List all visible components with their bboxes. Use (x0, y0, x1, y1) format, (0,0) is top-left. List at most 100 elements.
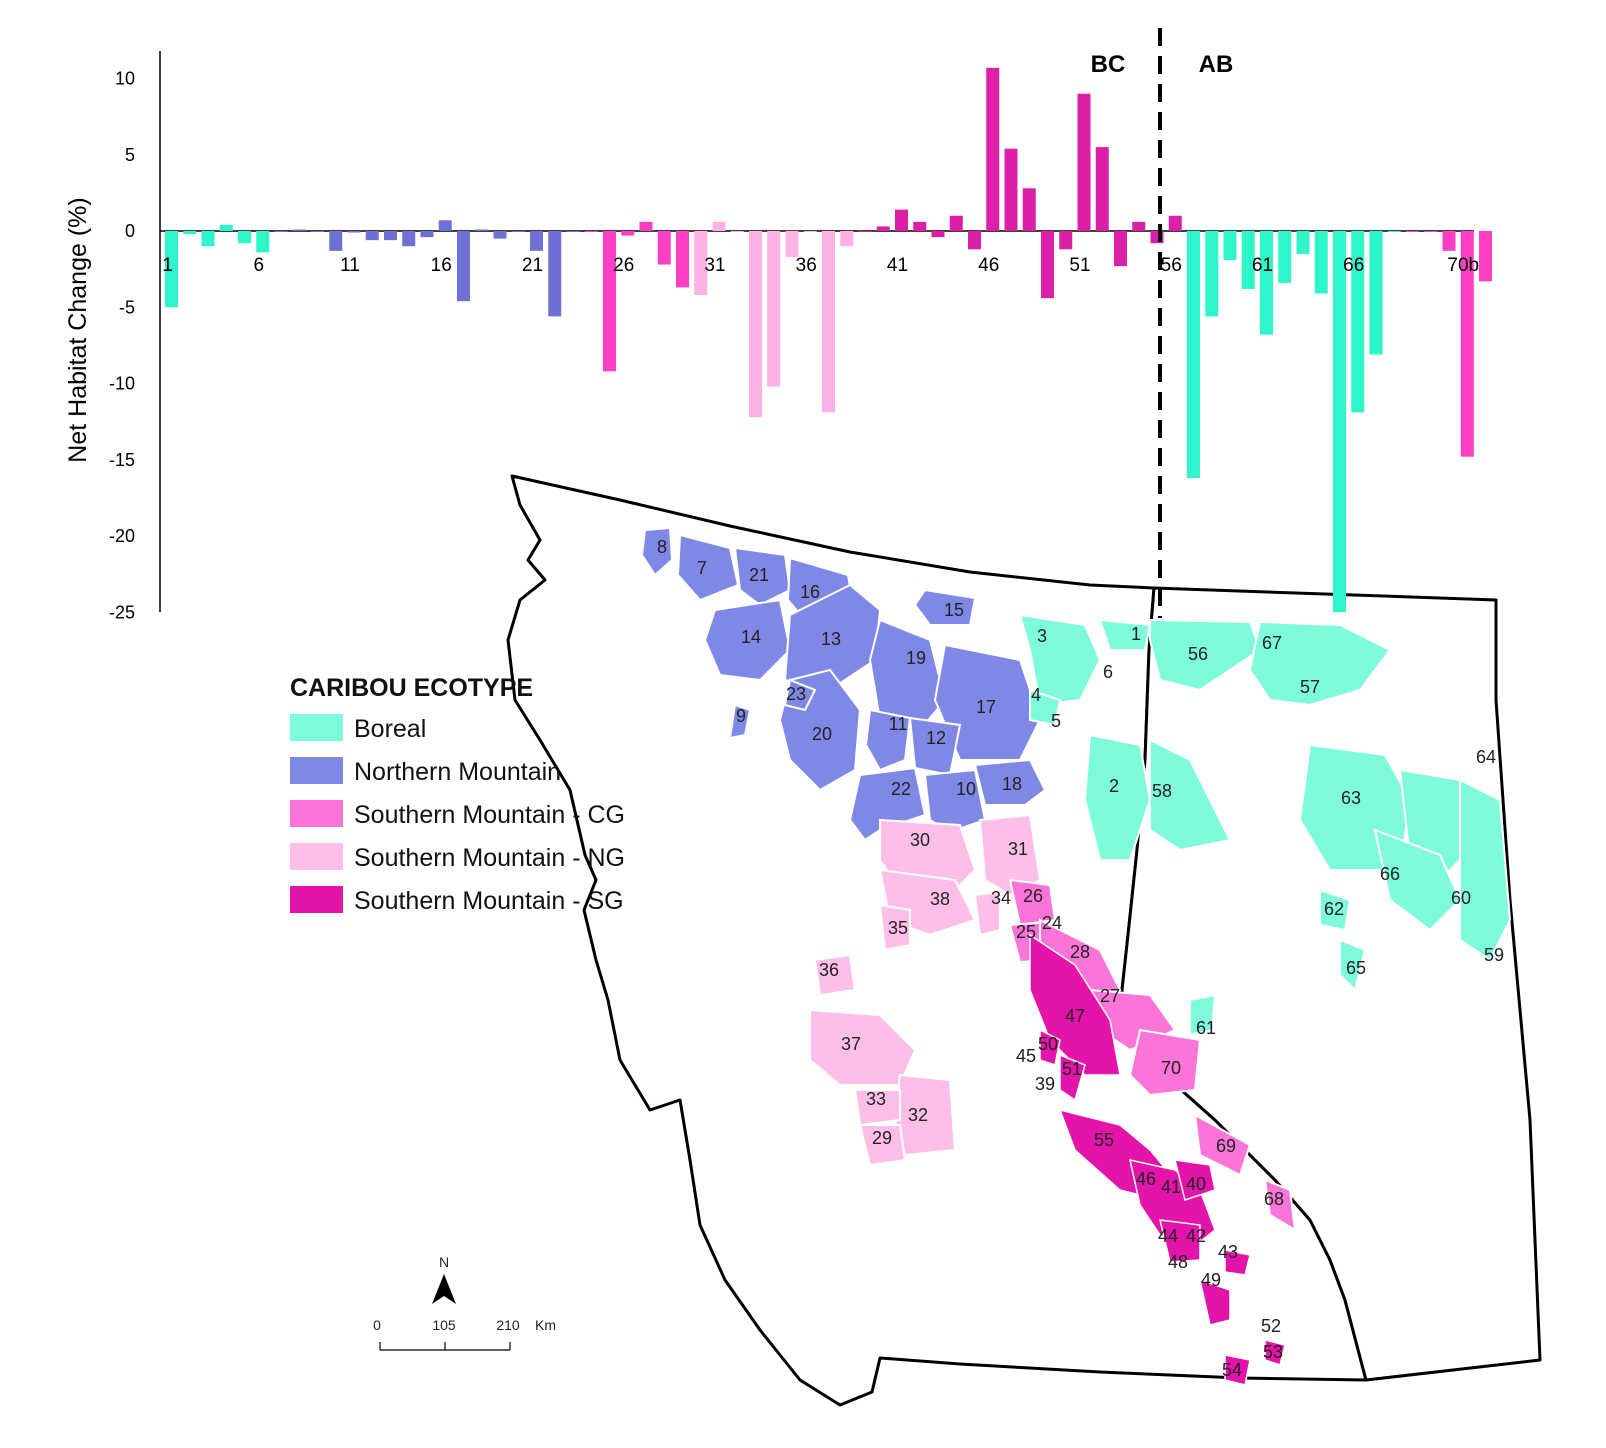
herd-label-62: 62 (1324, 899, 1344, 919)
bar-37 (822, 231, 835, 413)
bar-58 (1205, 231, 1219, 317)
bar-64 (1314, 231, 1328, 294)
herd-label-64: 64 (1476, 747, 1496, 767)
herd-label-29: 29 (872, 1128, 892, 1148)
bar-30 (694, 231, 708, 296)
bar-8 (292, 229, 306, 231)
herd-label-5: 5 (1051, 711, 1061, 731)
caribou-herd-map: 1234567891011121314151617181920212223242… (506, 474, 1542, 1407)
bar-46 (986, 67, 1000, 231)
herd-label-18: 18 (1002, 774, 1022, 794)
bar-12 (365, 231, 379, 241)
herd-label-44: 44 (1158, 1226, 1178, 1246)
bar-56 (1168, 215, 1182, 231)
bar-22 (548, 231, 562, 317)
scale-bar: 0 105 210 Km (373, 1317, 556, 1351)
x-tick-label: 41 (887, 255, 908, 276)
bar-49 (1041, 231, 1054, 299)
bar-36 (803, 231, 817, 232)
bar-23 (566, 231, 580, 232)
herd-label-9: 9 (736, 706, 746, 726)
herd-label-15: 15 (944, 600, 964, 620)
bar-18 (475, 229, 489, 231)
herd-label-60: 60 (1451, 888, 1471, 908)
bar-34 (767, 231, 781, 387)
x-tick-label: 36 (796, 255, 817, 276)
herd-label-3: 3 (1037, 626, 1047, 646)
herd-label-2: 2 (1109, 776, 1119, 796)
southern-mountain-sg-herds (1029, 933, 1286, 1386)
herd-label-66: 66 (1380, 864, 1400, 884)
bar-6 (256, 231, 270, 253)
bar-16 (438, 220, 452, 231)
legend-swatch (290, 886, 343, 913)
herd-label-7: 7 (697, 558, 707, 578)
bar-27 (639, 221, 653, 231)
herd-label-19: 19 (906, 648, 926, 668)
bar-65 (1333, 231, 1346, 613)
bar-44 (949, 215, 963, 231)
y-tick-label: -25 (109, 602, 135, 622)
bar-35 (785, 231, 799, 257)
herd-label-14: 14 (741, 627, 761, 647)
herd-label-10: 10 (956, 779, 976, 799)
herd-label-49: 49 (1201, 1270, 1221, 1290)
bar-2 (183, 231, 197, 235)
herd-label-24: 24 (1042, 913, 1062, 933)
southern-mountain-ng-herds (809, 813, 1042, 1167)
bar-43 (931, 231, 945, 238)
herd-label-55: 55 (1094, 1130, 1114, 1150)
herd-label-59: 59 (1484, 945, 1504, 965)
y-tick-label: 0 (125, 221, 135, 241)
bar-20 (511, 231, 525, 232)
y-tick-label: -10 (109, 374, 135, 394)
herd-label-8: 8 (657, 537, 667, 557)
bar-73 (1479, 231, 1492, 282)
bar-47 (1004, 148, 1018, 231)
herd-label-63: 63 (1341, 788, 1361, 808)
province-label-ab: AB (1199, 51, 1234, 78)
bar-41 (895, 209, 908, 231)
bar-24 (584, 231, 598, 232)
legend-title: CARIBOU ECOTYPE (290, 674, 533, 702)
legend-swatch (290, 757, 343, 784)
x-tick-label: 16 (431, 255, 452, 276)
scale-unit: Km (535, 1317, 556, 1333)
x-tick-label: 51 (1069, 255, 1090, 276)
bar-21 (530, 231, 543, 251)
bar-59 (1223, 231, 1237, 260)
x-tick-label: 26 (613, 255, 634, 276)
bar-48 (1022, 188, 1036, 231)
boreal-herds (1018, 613, 1512, 1037)
herd-label-16: 16 (800, 582, 820, 602)
bar-15 (420, 231, 434, 238)
y-tick-labels: 10 5 0 -5 -10 -15 -20 -25 (109, 69, 135, 623)
scale-label-0: 0 (373, 1317, 381, 1333)
legend-swatch (290, 843, 343, 870)
herd-label-67: 67 (1262, 633, 1282, 653)
herd-label-45: 45 (1016, 1046, 1036, 1066)
bar-5 (238, 231, 251, 244)
x-tick-label: 21 (522, 255, 543, 276)
x-tick-label: 11 (340, 255, 360, 276)
herd-label-70: 70 (1161, 1058, 1181, 1078)
bar-42 (913, 221, 927, 231)
herd-label-12: 12 (926, 728, 946, 748)
bar-60 (1241, 231, 1255, 289)
legend-label: Northern Mountain (354, 758, 561, 786)
bar-72 (1460, 231, 1474, 457)
herd-label-47: 47 (1065, 1006, 1085, 1026)
x-tick-label: 70b (1447, 255, 1479, 276)
y-axis-label: Net Habitat Change (%) (64, 197, 92, 462)
herd-label-61: 61 (1196, 1018, 1216, 1038)
herd-label-56: 56 (1188, 644, 1208, 664)
legend-swatch (290, 714, 343, 741)
legend-label: Boreal (354, 715, 426, 743)
bar-28 (657, 231, 671, 265)
bar-67 (1369, 231, 1383, 355)
bar-57 (1187, 231, 1200, 479)
herd-label-13: 13 (821, 629, 841, 649)
x-tick-label: 66 (1343, 255, 1364, 276)
